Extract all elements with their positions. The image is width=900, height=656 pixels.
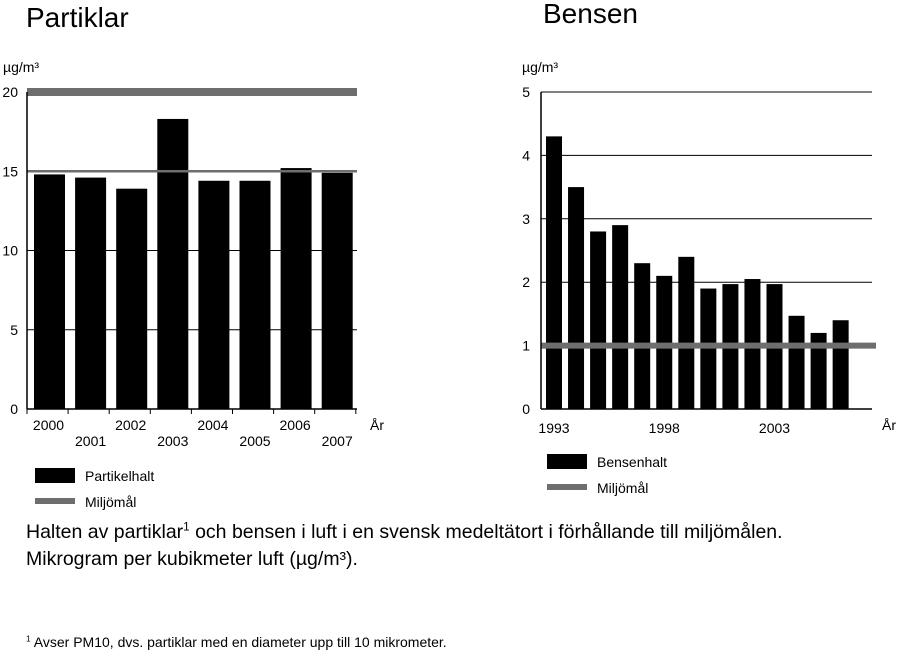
partiklar-chart-title: Partiklar: [26, 2, 129, 33]
bensen-y-tick-label: 5: [522, 84, 530, 100]
bensen-y-tick-label: 2: [522, 274, 530, 290]
partiklar-y-tick-label: 5: [10, 322, 18, 338]
bensen-x-tick-label: 1993: [538, 420, 569, 436]
partiklar-bar-2004: [198, 180, 230, 409]
partiklar-legend-swatch-bar: [35, 468, 75, 483]
bensen-chart-title: Bensen: [543, 0, 638, 29]
bensen-legend-swatch-bar: [547, 454, 587, 469]
partiklar-bar-2005: [239, 180, 271, 409]
bensen-bar-1994: [568, 187, 585, 409]
bensen-y-unit-label: µg/m³: [522, 59, 558, 75]
partiklar-x-tick-label: 2004: [197, 417, 228, 433]
bensen-legend-label: Bensenhalt: [597, 454, 667, 470]
footnote-marker: 1: [26, 633, 31, 644]
charts-canvas: Partiklarµg/m³05101520200020012002200320…: [2, 0, 896, 510]
figure-caption: Halten av partiklar1 och bensen i luft i…: [26, 519, 896, 573]
bensen-legend-swatch-line: [547, 484, 587, 490]
partiklar-x-tick-label: 2007: [322, 433, 353, 449]
partiklar-x-tick-label: 2000: [33, 417, 64, 433]
caption-text-1b: och bensen i luft i en svensk medeltätor…: [189, 521, 783, 543]
bensen-bar-1997: [634, 263, 651, 409]
bensen-bar-1995: [590, 231, 607, 409]
bensen-y-tick-label: 4: [522, 147, 530, 163]
bensen-bar-1996: [612, 225, 629, 409]
bensen-bar-1993: [546, 136, 562, 409]
bensen-bar-2005: [810, 332, 827, 409]
bensen-y-tick-label: 0: [522, 401, 530, 417]
bensen-bar-2000: [700, 288, 717, 409]
partiklar-x-tick-label: 2002: [115, 417, 146, 433]
caption-text-1a: Halten av partiklar: [26, 521, 184, 543]
partiklar-x-tick-label: 2001: [75, 433, 106, 449]
bensen-bar-1999: [678, 256, 695, 409]
footnote-text: Avser PM10, dvs. partiklar med en diamet…: [30, 634, 447, 650]
bensen-y-tick-label: 1: [522, 338, 530, 354]
partiklar-y-tick-label: 10: [2, 243, 18, 259]
partiklar-x-axis-label: År: [370, 417, 384, 433]
caption-footnote-ref: 1: [183, 520, 190, 534]
partiklar-bar-2001: [75, 177, 107, 409]
bensen-bar-2004: [788, 315, 805, 409]
footnote: 1 Avser PM10, dvs. partiklar med en diam…: [26, 634, 447, 650]
partiklar-y-tick-label: 20: [2, 84, 18, 100]
partiklar-legend-label: Partikelhalt: [85, 468, 154, 484]
bensen-x-axis-label: År: [882, 417, 896, 433]
bensen-y-tick-label: 3: [522, 211, 530, 227]
partiklar-legend-swatch-line: [35, 498, 75, 504]
bensen-bar-1998: [656, 275, 673, 409]
partiklar-bar-2003: [157, 118, 189, 409]
bensen-x-tick-label: 2003: [759, 420, 790, 436]
partiklar-y-unit-label: µg/m³: [3, 59, 39, 75]
partiklar-bar-2002: [116, 188, 148, 409]
partiklar-x-tick-label: 2003: [157, 433, 188, 449]
partiklar-x-tick-label: 2005: [239, 433, 270, 449]
partiklar-y-tick-label: 0: [10, 401, 18, 417]
bensen-x-tick-label: 1998: [649, 420, 680, 436]
partiklar-legend-label: Miljömål: [85, 494, 136, 510]
partiklar-y-tick-label: 15: [2, 163, 18, 179]
bensen-bar-2006: [832, 320, 849, 409]
caption-line-1: Halten av partiklar1 och bensen i luft i…: [26, 519, 896, 546]
caption-line-2: Mikrogram per kubikmeter luft (µg/m³).: [26, 548, 358, 570]
partiklar-bar-2006: [280, 168, 312, 409]
partiklar-bar-2007: [321, 172, 353, 409]
partiklar-x-tick-label: 2006: [280, 417, 311, 433]
bensen-legend-label: Miljömål: [597, 480, 648, 496]
partiklar-bar-2000: [34, 174, 65, 409]
